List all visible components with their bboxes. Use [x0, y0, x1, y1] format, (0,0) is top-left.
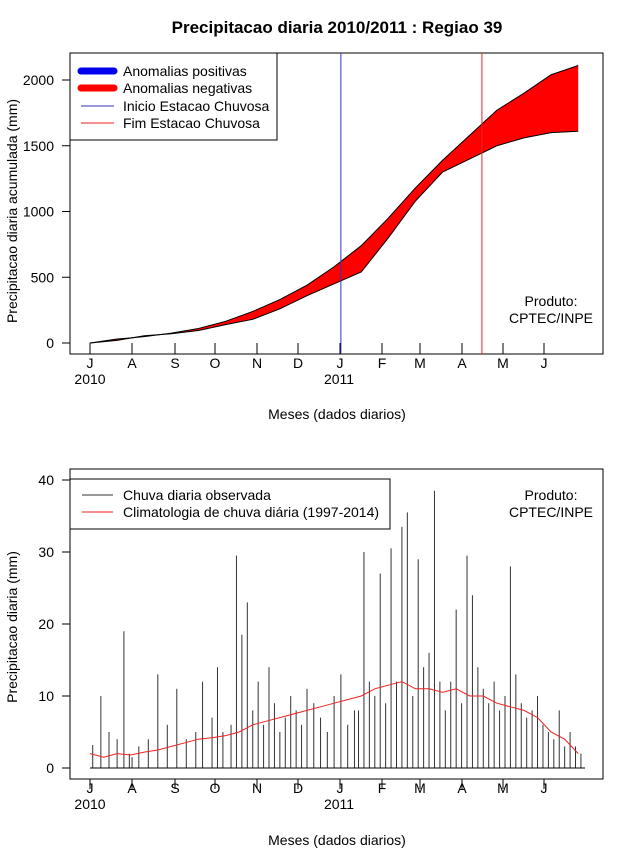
- bottom-ytick-label: 30: [38, 544, 54, 560]
- bottom-xtick-label: S: [170, 780, 179, 796]
- observed-accumulated-line: [89, 130, 579, 344]
- daily-climatology-line: [89, 681, 579, 758]
- top-xtick-label: A: [127, 355, 137, 371]
- legend-label-climatology: Climatologia de chuva diária (1997-2014): [123, 504, 379, 520]
- legend-label-start: Inicio Estacao Chuvosa: [123, 98, 270, 114]
- top-xtick-label: J: [87, 355, 94, 371]
- legend-label-positive: Anomalias positivas: [123, 63, 247, 79]
- top-xtick-label: M: [414, 355, 426, 371]
- chart-title: Precipitacao diaria 2010/2011 : Regiao 3…: [172, 18, 503, 37]
- top-xlabel: Meses (dados diarios): [268, 406, 406, 422]
- bottom-year-2010: 2010: [74, 796, 105, 812]
- top-ytick-label: 500: [31, 269, 55, 285]
- legend-label-end: Fim Estacao Chuvosa: [123, 115, 260, 131]
- top-ytick-label: 0: [46, 335, 54, 351]
- accumulated-panel: 0 500 1000 1500 2000 J A S O N D J F M A M J Precipitac…: [4, 52, 604, 422]
- negative-anomaly-area: [90, 65, 579, 343]
- top-xtick-label: S: [170, 355, 179, 371]
- bottom-ytick-label: 40: [38, 472, 54, 488]
- bottom-xtick-label: M: [414, 780, 426, 796]
- bottom-xtick-label: N: [252, 780, 262, 796]
- top-xtick-label: J: [541, 355, 548, 371]
- top-plot-frame: [69, 52, 604, 355]
- bottom-annotation-line1: Produto:: [525, 487, 578, 503]
- top-ytick-label: 2000: [23, 72, 54, 88]
- top-xtick-label: D: [293, 355, 303, 371]
- legend-label-observed: Chuva diaria observada: [123, 487, 271, 503]
- bottom-legend-frame: [69, 478, 391, 530]
- bottom-legend: Chuva diaria observada Climatologia de c…: [69, 478, 391, 530]
- daily-panel: 0 10 20 30 40 J A S O N D J F M A M J Precipitacao diar…: [4, 468, 604, 848]
- bottom-xtick-label: A: [457, 780, 467, 796]
- bottom-xtick-label: J: [541, 780, 548, 796]
- bottom-ytick-label: 20: [38, 616, 54, 632]
- top-xtick-label: J: [337, 355, 344, 371]
- top-year-2011: 2011: [324, 371, 354, 387]
- top-annotation-line1: Produto:: [525, 293, 578, 309]
- top-xtick-label: F: [378, 355, 387, 371]
- bottom-xtick-label: D: [293, 780, 303, 796]
- top-xtick-label: N: [252, 355, 262, 371]
- bottom-xtick-label: J: [87, 780, 94, 796]
- top-ytick-label: 1500: [23, 138, 54, 154]
- top-xtick-label: A: [457, 355, 467, 371]
- bottom-xtick-label: J: [337, 780, 344, 796]
- bottom-ytick-label: 0: [46, 760, 54, 776]
- bottom-xtick-label: F: [378, 780, 387, 796]
- bottom-year-2011: 2011: [324, 796, 354, 812]
- top-annotation-line2: CPTEC/INPE: [509, 310, 593, 326]
- top-year-2010: 2010: [74, 371, 105, 387]
- bottom-xtick-label: M: [497, 780, 509, 796]
- climatology-accumulated-line: [89, 65, 579, 344]
- top-ylabel: Precipitacao diaria acumulada (mm): [4, 99, 20, 323]
- bottom-xlabel: Meses (dados diarios): [268, 832, 406, 848]
- bottom-annotation-line2: CPTEC/INPE: [509, 504, 593, 520]
- legend-label-negative: Anomalias negativas: [123, 80, 252, 96]
- bottom-xtick-label: O: [210, 780, 221, 796]
- top-xtick-label: M: [497, 355, 509, 371]
- top-xtick-label: O: [210, 355, 221, 371]
- bottom-xtick-label: A: [127, 780, 137, 796]
- bottom-ytick-label: 10: [38, 688, 54, 704]
- bottom-ylabel: Precipitacao diaria (mm): [4, 551, 20, 703]
- top-legend: Anomalias positivas Anomalias negativas …: [69, 52, 278, 141]
- top-ytick-label: 1000: [23, 204, 54, 220]
